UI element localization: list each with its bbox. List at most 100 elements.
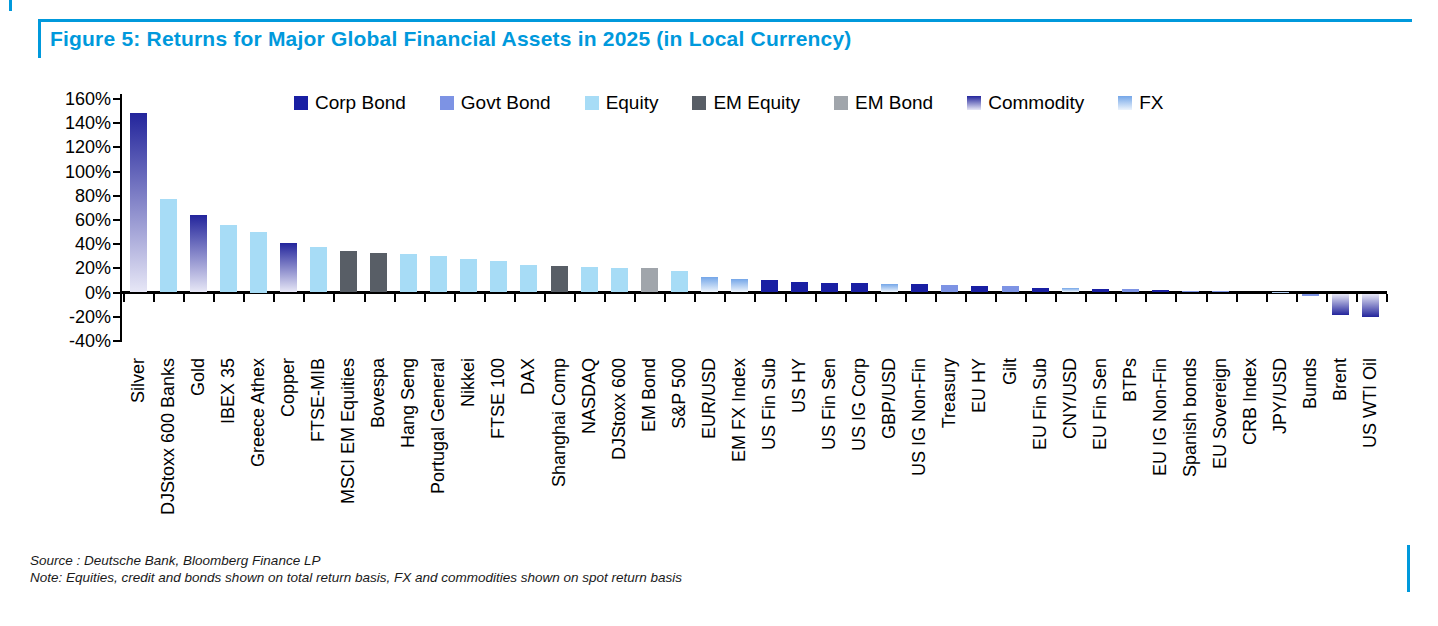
x-label-cny-usd: CNY/USD	[1061, 358, 1080, 439]
x-label-bovespa: Bovespa	[369, 358, 388, 428]
y-tick-label: 40%	[49, 234, 111, 254]
x-tick	[1386, 294, 1388, 302]
x-tick	[333, 294, 335, 302]
y-tick-label: 60%	[49, 210, 111, 230]
x-label-ibex-35: IBEX 35	[219, 358, 238, 424]
x-tick	[454, 294, 456, 302]
x-label-eu-fin-sub: EU Fin Sub	[1031, 358, 1050, 450]
x-label-em-bond: EM Bond	[640, 358, 659, 432]
x-label-us-fin-sub: US Fin Sub	[760, 358, 779, 450]
x-tick	[1055, 294, 1057, 302]
x-tick	[364, 294, 366, 302]
x-tick	[1025, 294, 1027, 302]
x-label-eur-usd: EUR/USD	[700, 358, 719, 439]
x-label-nikkei: Nikkei	[459, 358, 478, 407]
x-tick	[153, 294, 155, 302]
bar-greece-athex	[250, 232, 267, 293]
x-label-brent: Brent	[1331, 358, 1350, 401]
bar-portugal-general	[430, 256, 447, 292]
x-label-us-ig-non-fin: US IG Non-Fin	[910, 358, 929, 476]
x-tick	[1085, 294, 1087, 302]
x-tick	[273, 294, 275, 302]
x-label-msci-em-equities: MSCI EM Equities	[339, 358, 358, 504]
bar-ftse-mib	[310, 247, 327, 293]
x-tick	[694, 294, 696, 302]
x-label-bunds: Bunds	[1301, 358, 1320, 409]
figure-panel: Figure 5: Returns for Major Global Finan…	[0, 0, 1438, 626]
y-tick	[113, 146, 121, 148]
x-tick	[754, 294, 756, 302]
x-tick	[1266, 294, 1268, 302]
x-tick	[574, 294, 576, 302]
bar-s-p-500	[671, 271, 688, 293]
x-tick	[243, 294, 245, 302]
x-tick	[544, 294, 546, 302]
x-label-us-hy: US HY	[790, 358, 809, 413]
bar-gold	[190, 215, 207, 292]
bar-ibex-35	[220, 225, 237, 293]
bar-spanish-bonds	[1182, 291, 1199, 293]
x-label-portugal-general: Portugal General	[429, 358, 448, 494]
y-tick	[113, 340, 121, 342]
x-label-em-fx-index: EM FX Index	[730, 358, 749, 462]
x-tick	[514, 294, 516, 302]
bar-cny-usd	[1062, 288, 1079, 293]
x-tick	[394, 294, 396, 302]
bar-nikkei	[460, 259, 477, 293]
x-tick	[1296, 294, 1298, 302]
x-label-eu-sovereign: EU Sovereign	[1211, 358, 1230, 469]
bar-eu-fin-sub	[1032, 288, 1049, 293]
y-tick-label: -40%	[49, 331, 111, 351]
y-tick-label: 0%	[49, 283, 111, 303]
y-tick-label: 100%	[49, 162, 111, 182]
bar-djstoxx-600-banks	[160, 199, 177, 292]
x-label-silver: Silver	[129, 358, 148, 403]
bar-btps	[1122, 289, 1139, 293]
bar-us-wti-oil	[1362, 294, 1379, 317]
x-tick	[664, 294, 666, 302]
y-tick	[113, 171, 121, 173]
bar-hang-seng	[400, 254, 417, 293]
x-tick	[1145, 294, 1147, 302]
y-tick	[113, 243, 121, 245]
x-tick	[484, 294, 486, 302]
x-label-spanish-bonds: Spanish bonds	[1181, 358, 1200, 477]
x-label-gbp-usd: GBP/USD	[880, 358, 899, 439]
x-label-treasury: Treasury	[940, 358, 959, 428]
x-label-btps: BTPs	[1121, 358, 1140, 402]
x-tick	[845, 294, 847, 302]
y-tick	[113, 316, 121, 318]
x-tick	[424, 294, 426, 302]
x-label-us-ig-corp: US IG Corp	[850, 358, 869, 451]
x-tick	[724, 294, 726, 302]
x-tick	[1206, 294, 1208, 302]
y-tick	[113, 219, 121, 221]
x-tick	[785, 294, 787, 302]
bar-crb-index	[1242, 292, 1259, 293]
bar-bunds	[1302, 294, 1319, 296]
x-label-ftse-100: FTSE 100	[489, 358, 508, 439]
x-tick	[634, 294, 636, 302]
bar-us-ig-corp	[851, 283, 868, 293]
x-label-jpy-usd: JPY/USD	[1271, 358, 1290, 434]
bar-eu-hy	[971, 286, 988, 292]
bar-eur-usd	[701, 277, 718, 293]
x-label-eu-fin-sen: EU Fin Sen	[1091, 358, 1110, 450]
x-label-s-p-500: S&P 500	[670, 358, 689, 429]
bar-silver	[130, 113, 147, 292]
x-label-eu-hy: EU HY	[970, 358, 989, 413]
y-tick-label: 160%	[49, 89, 111, 109]
bar-eu-ig-non-fin	[1152, 290, 1169, 292]
bar-gbp-usd	[881, 284, 898, 292]
x-label-us-wti-oil: US WTI Oil	[1361, 358, 1380, 448]
x-label-eu-ig-non-fin: EU IG Non-Fin	[1151, 358, 1170, 476]
bar-copper	[280, 243, 297, 293]
x-tick	[1326, 294, 1328, 302]
x-label-djstoxx-600: DJStoxx 600	[610, 358, 629, 460]
bar-us-ig-non-fin	[911, 284, 928, 292]
y-tick-label: -20%	[49, 307, 111, 327]
x-tick	[213, 294, 215, 302]
x-label-crb-index: CRB Index	[1241, 358, 1260, 445]
bar-us-fin-sub	[761, 280, 778, 292]
bar-shanghai-comp	[551, 266, 568, 293]
